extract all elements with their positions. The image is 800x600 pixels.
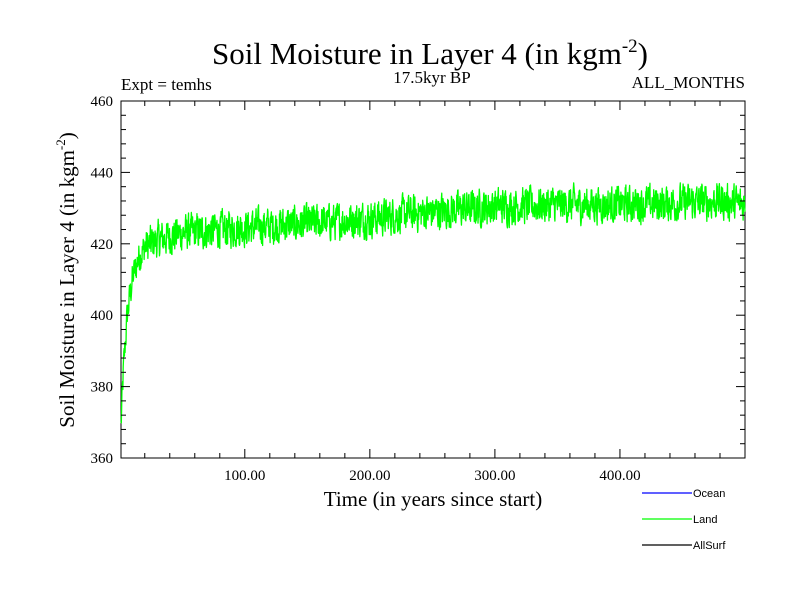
legend-label-ocean: Ocean	[693, 488, 725, 500]
series-line-land	[120, 182, 746, 424]
x-tick-label: 200.00	[349, 468, 390, 484]
x-axis-label: Time (in years since start)	[324, 487, 543, 511]
y-axis-label-text: Soil Moisture in Layer 4 (in kgm	[55, 150, 79, 428]
chart-title-text: Soil Moisture in Layer 4 (in kgm	[212, 36, 622, 71]
y-tick-label: 360	[91, 451, 114, 467]
subtitle-right: ALL_MONTHS	[632, 73, 745, 92]
y-axis-label-sup: -2	[53, 139, 68, 150]
y-tick-label: 460	[91, 94, 114, 110]
tick-layer: 100.00 200.00 300.00 400.00 360 380 400 420 440 4…	[91, 94, 745, 484]
legend-label-allsurf: AllSurf	[693, 540, 726, 552]
legend-label-land: Land	[693, 514, 717, 526]
x-tick-label: 400.00	[599, 468, 640, 484]
y-tick-label: 440	[91, 165, 114, 181]
chart-title: Soil Moisture in Layer 4 (in kgm-2)	[212, 36, 648, 71]
legend: Ocean Land AllSurf	[642, 488, 726, 552]
subtitle-center: 17.5kyr BP	[393, 68, 470, 87]
y-tick-label: 400	[91, 308, 114, 324]
subtitle-left: Expt = temhs	[121, 75, 212, 94]
chart-title-close: )	[638, 36, 648, 71]
series-layer	[120, 182, 746, 424]
y-tick-label: 420	[91, 237, 114, 253]
x-tick-label: 300.00	[474, 468, 515, 484]
y-axis-label: Soil Moisture in Layer 4 (in kgm-2)	[53, 132, 79, 427]
y-axis-label-close: )	[55, 132, 79, 139]
chart-title-sup: -2	[622, 36, 638, 57]
y-tick-label: 380	[91, 380, 114, 396]
x-tick-label: 100.00	[224, 468, 265, 484]
plot-frame	[120, 100, 746, 459]
